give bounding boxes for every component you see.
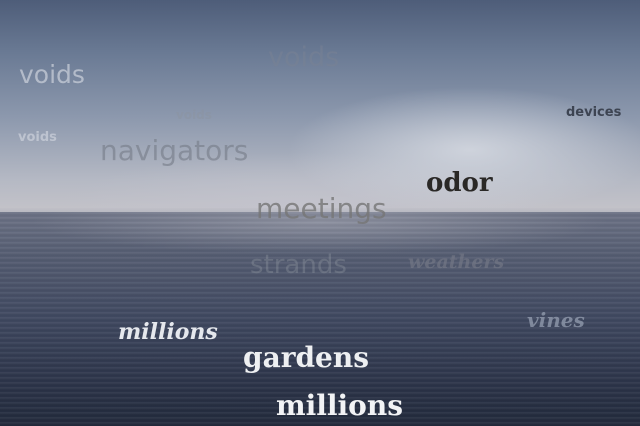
word-weathers: weathers	[408, 251, 505, 273]
sea	[0, 212, 640, 426]
word-vines: vines	[527, 308, 585, 332]
word-gardens: gardens	[243, 341, 369, 374]
word-voids-4: voids	[18, 130, 57, 145]
word-voids-2: voids	[268, 42, 340, 73]
word-strands: strands	[250, 250, 347, 280]
sky	[0, 0, 640, 212]
word-meetings: meetings	[256, 192, 387, 225]
word-navigators: navigators	[100, 134, 249, 167]
word-millions-2: millions	[276, 389, 403, 422]
word-voids-1: voids	[19, 60, 85, 89]
horizon	[0, 208, 640, 214]
word-odor: odor	[426, 168, 493, 198]
word-voids-3: voids	[176, 108, 212, 122]
word-millions-1: millions	[118, 319, 218, 345]
word-devices: devices	[566, 105, 622, 120]
